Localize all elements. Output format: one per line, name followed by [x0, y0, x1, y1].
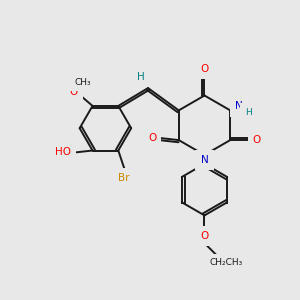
Text: H: H [245, 108, 251, 117]
Text: O: O [148, 133, 156, 143]
Text: HO: HO [55, 148, 71, 158]
Text: N: N [201, 155, 208, 165]
Text: CH₂CH₃: CH₂CH₃ [210, 258, 243, 267]
Text: O: O [253, 135, 261, 145]
Text: CH₃: CH₃ [74, 78, 91, 87]
Text: O: O [200, 64, 208, 74]
Text: Br: Br [118, 173, 130, 183]
Text: H: H [137, 72, 145, 82]
Text: O: O [200, 231, 208, 241]
Text: O: O [70, 87, 78, 97]
Text: N: N [235, 101, 243, 111]
